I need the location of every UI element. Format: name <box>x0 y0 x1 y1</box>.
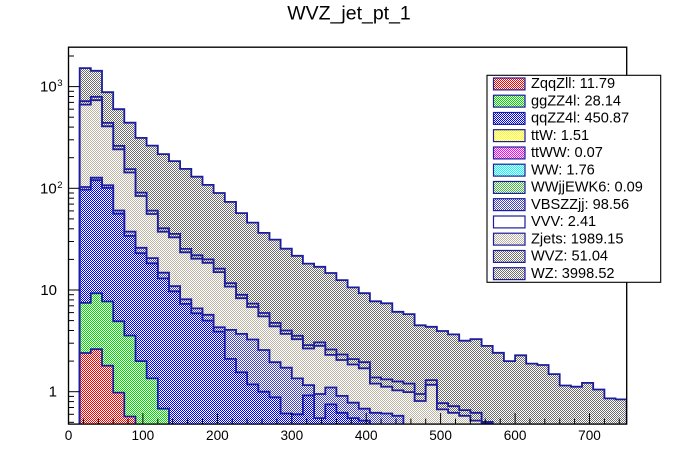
svg-text:Zjets: 1989.15: Zjets: 1989.15 <box>531 231 624 247</box>
svg-text:500: 500 <box>429 428 452 443</box>
svg-text:WVZ: 51.04: WVZ: 51.04 <box>531 249 608 265</box>
svg-text:WWjjEWK6: 0.09: WWjjEWK6: 0.09 <box>531 180 643 196</box>
svg-text:WZ: 3998.52: WZ: 3998.52 <box>531 266 615 282</box>
svg-text:WVZ_jet_pt_1: WVZ_jet_pt_1 <box>287 3 411 25</box>
svg-text:700: 700 <box>578 428 601 443</box>
svg-text:ttWW: 0.07: ttWW: 0.07 <box>531 145 603 161</box>
svg-text:10: 10 <box>40 79 57 96</box>
svg-text:qqZZ4l: 450.87: qqZZ4l: 450.87 <box>531 111 629 127</box>
svg-text:ttW: 1.51: ttW: 1.51 <box>531 128 589 144</box>
svg-text:100: 100 <box>132 428 155 443</box>
svg-text:ZqqZll: 11.79: ZqqZll: 11.79 <box>531 76 615 92</box>
svg-text:ggZZ4l: 28.14: ggZZ4l: 28.14 <box>531 93 621 109</box>
svg-text:400: 400 <box>355 428 378 443</box>
svg-text:10: 10 <box>40 180 57 197</box>
svg-text:3: 3 <box>57 78 62 89</box>
svg-text:2: 2 <box>57 180 62 191</box>
svg-text:VVV: 2.41: VVV: 2.41 <box>531 214 596 230</box>
svg-text:VBSZZjj: 98.56: VBSZZjj: 98.56 <box>531 197 629 213</box>
svg-text:600: 600 <box>504 428 527 443</box>
svg-text:300: 300 <box>280 428 303 443</box>
svg-text:200: 200 <box>206 428 229 443</box>
svg-text:0: 0 <box>65 428 73 443</box>
svg-text:10: 10 <box>40 282 57 299</box>
svg-text:1: 1 <box>49 384 57 401</box>
svg-text:WW: 1.76: WW: 1.76 <box>531 162 595 178</box>
